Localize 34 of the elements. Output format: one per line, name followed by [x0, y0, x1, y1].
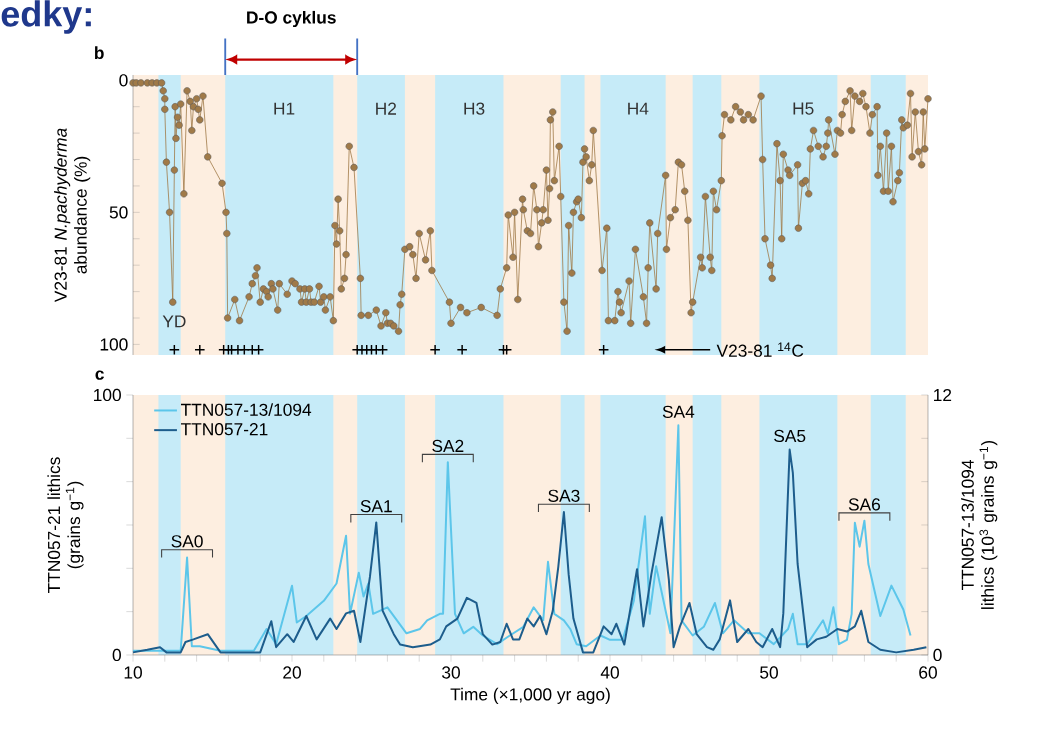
y-tick-label: 0: [119, 74, 128, 87]
y-tick-label: 100: [94, 388, 121, 402]
annotation: SA1: [360, 500, 392, 513]
x-tick-label: 10: [124, 666, 142, 679]
y-tick-label: 100: [100, 338, 128, 351]
text: D-O cyklus: [247, 10, 336, 28]
x-axis-title: Time (×1,000 yr ago): [450, 687, 610, 704]
annotation: SA2: [432, 439, 464, 453]
text: c: [95, 370, 104, 380]
annotation: SA5: [774, 429, 806, 443]
x-tick-label: 20: [283, 666, 301, 679]
band-label: H3: [464, 102, 485, 115]
band-label: YD: [162, 315, 186, 328]
band-label: H1: [274, 102, 295, 115]
x-tick-label: 50: [760, 666, 778, 679]
y2-tick-label: 0: [933, 648, 942, 662]
band-label: H4: [628, 102, 649, 115]
band-label: H2: [376, 102, 397, 115]
x-tick-label: 30: [442, 666, 460, 679]
annotation: SA3: [548, 489, 580, 502]
y2-tick-label: 12: [934, 388, 952, 402]
annotation: SA6: [848, 498, 881, 511]
legend-label: TTN057-21: [181, 423, 268, 436]
y-tick-label: 0: [112, 648, 121, 662]
legend-label: TTN057-13/1094: [181, 403, 312, 416]
band-label: H5: [793, 102, 814, 115]
annotation: SA0: [171, 535, 203, 548]
x-tick-label: 60: [919, 666, 937, 679]
annotation: SA4: [662, 405, 695, 418]
text: b: [95, 46, 104, 60]
y-tick-label: 50: [109, 206, 128, 219]
legend-label: V23-81 $^{14}$C: [716, 342, 804, 357]
text: edky:: [1, 0, 91, 34]
x-tick-label: 40: [600, 666, 619, 679]
